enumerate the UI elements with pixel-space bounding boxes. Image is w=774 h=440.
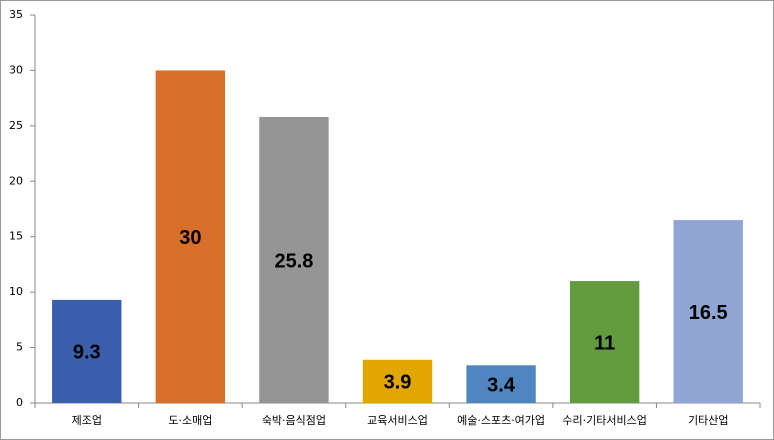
x-tick-label: 숙박·음식점업: [262, 414, 326, 427]
x-tick-label: 수리·기타서비스업: [562, 414, 646, 427]
x-tick-label: 예술·스포츠·여가업: [457, 414, 545, 427]
y-tick-label: 35: [9, 8, 23, 21]
y-tick-label: 5: [16, 341, 23, 354]
y-tick-label: 10: [9, 285, 23, 298]
data-label: 30: [179, 227, 201, 249]
y-tick-label: 30: [9, 63, 23, 76]
x-tick-label: 제조업: [72, 414, 102, 427]
x-tick-label: 기타산업: [688, 414, 728, 427]
x-tick-label: 도·소매업: [168, 414, 212, 427]
x-tick-label: 교육서비스업: [367, 414, 428, 427]
bar: [569, 281, 640, 403]
bar: [362, 359, 433, 403]
data-label: 16.5: [689, 302, 728, 324]
bar: [466, 365, 536, 403]
y-tick-label: 25: [9, 119, 23, 132]
data-label: 9.3: [73, 342, 101, 364]
bar: [155, 70, 226, 403]
y-tick-label: 0: [16, 396, 23, 409]
data-label: 11: [594, 332, 615, 354]
bar: [259, 116, 329, 403]
y-tick-label: 15: [9, 230, 23, 243]
bar: [52, 299, 122, 403]
data-label: 3.9: [384, 372, 412, 394]
data-label: 25.8: [274, 250, 313, 272]
data-label: 3.4: [487, 374, 516, 396]
y-tick-label: 20: [9, 174, 23, 187]
bar: [673, 220, 743, 403]
